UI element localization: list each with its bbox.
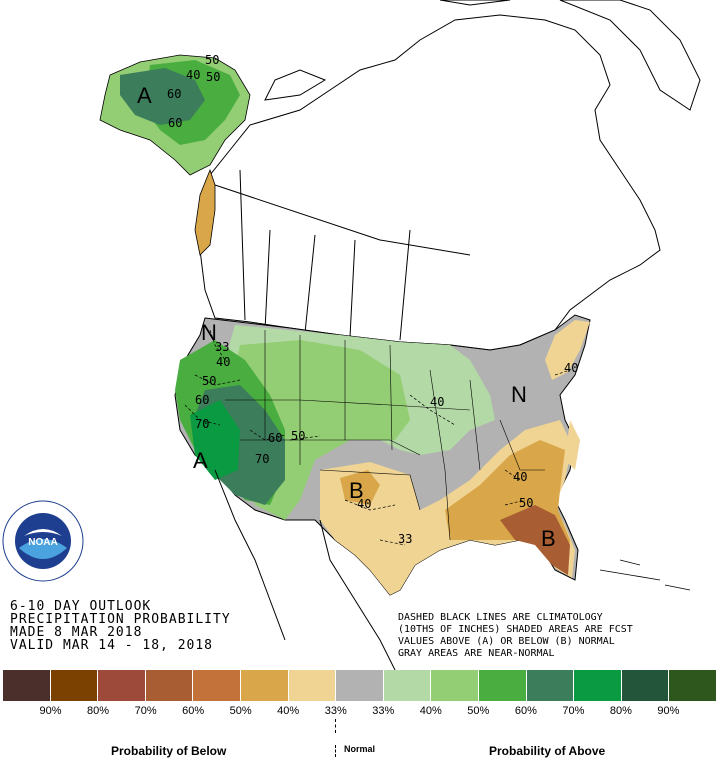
- outlook-info-block: 6-10 DAY OUTLOOK PRECIPITATION PROBABILI…: [10, 600, 231, 652]
- northwest-normal-letter: N: [201, 320, 217, 345]
- florida-below-letter: B: [541, 526, 556, 551]
- outlook-valid-dates: VALID MAR 14 - 18, 2018: [10, 638, 214, 653]
- legend-swatch: [621, 670, 670, 701]
- legend-swatch: [98, 670, 146, 701]
- contour-label: 70: [195, 417, 209, 431]
- normal-title: Normal: [344, 744, 376, 754]
- legend-percent-label: 33%: [372, 705, 395, 717]
- legend-swatch: [50, 670, 99, 701]
- contour-label: 40: [357, 497, 371, 511]
- legend-percent-label: 40%: [277, 705, 300, 717]
- mexico-outline: [214, 469, 396, 670]
- probability-below-title: Probability of Below: [111, 744, 227, 758]
- state-borders: [225, 330, 545, 541]
- legend-percent-label: 80%: [87, 705, 110, 717]
- legend-swatch: [383, 670, 432, 701]
- legend-percent-label: 90%: [39, 705, 62, 717]
- contour-label: 33: [398, 532, 412, 546]
- contour-label: 40: [564, 361, 578, 375]
- map-notes: DASHED BLACK LINES ARE CLIMATOLOGY (10TH…: [398, 612, 633, 660]
- note-line: DASHED BLACK LINES ARE CLIMATOLOGY: [398, 612, 603, 623]
- contour-label: 50: [206, 70, 220, 84]
- legend-swatch: [240, 670, 289, 701]
- legend-swatch: [145, 670, 194, 701]
- caribbean-islands: [599, 559, 691, 591]
- outlook-type: PRECIPITATION PROBABILITY: [10, 612, 231, 627]
- contour-label: 60: [168, 116, 182, 130]
- conus: [174, 314, 591, 596]
- legend-percent-label: 70%: [134, 705, 157, 717]
- legend-percent-label: 90%: [657, 705, 680, 717]
- contour-label: 60: [195, 393, 209, 407]
- legend-divider: [335, 745, 337, 757]
- legend-swatch: [193, 670, 241, 701]
- note-line: GRAY AREAS ARE NEAR-NORMAL: [398, 648, 555, 659]
- contour-label: 60: [167, 87, 181, 101]
- probability-above-title: Probability of Above: [489, 744, 606, 758]
- contour-label: 50: [291, 429, 305, 443]
- note-line: VALUES ABOVE (A) OR BELOW (B) NORMAL: [398, 636, 615, 647]
- contour-label: 40: [216, 355, 230, 369]
- legend-percent-label: 60%: [182, 705, 205, 717]
- contour-label: 50: [202, 374, 216, 388]
- contour-label: 40: [186, 68, 200, 82]
- legend-percent-label: 80%: [609, 705, 632, 717]
- contour-label: 40: [430, 395, 444, 409]
- legend-swatch: [526, 670, 575, 701]
- contour-label: 40: [513, 470, 527, 484]
- legend-swatch: [336, 670, 384, 701]
- texas-below-letter: B: [349, 478, 364, 503]
- contour-label: 50: [519, 496, 533, 510]
- contour-label: 33: [215, 340, 229, 354]
- province-borders: [214, 169, 471, 341]
- legend-percent-label: 70%: [562, 705, 585, 717]
- alaska-above-letter: A: [137, 83, 152, 108]
- legend-swatches: [3, 670, 716, 701]
- legend-percent-label: 33%: [324, 705, 347, 717]
- alaska: [99, 54, 251, 256]
- legend-percent-label: 50%: [229, 705, 252, 717]
- canada-landmass: [199, 0, 701, 351]
- legend-divider: [335, 719, 337, 733]
- probability-legend: 90% 80% 70% 60% 50% 40% 33% 33% 40% 50% 60% 70% 80% 9…: [3, 670, 716, 758]
- legend-swatch: [478, 670, 527, 701]
- contour-label: 60: [268, 431, 282, 445]
- legend-percent-labels: 90% 80% 70% 60% 50% 40% 33% 33% 40% 50% 60% 70% 80% 9…: [3, 705, 716, 717]
- contour-label: 50: [205, 53, 219, 67]
- legend-swatch: [431, 670, 479, 701]
- legend-percent-label: 50%: [467, 705, 490, 717]
- legend-percent-label: 40%: [419, 705, 442, 717]
- note-line: (10THS OF INCHES) SHADED AREAS ARE FCST: [398, 624, 633, 635]
- climatology-contours: [184, 329, 571, 546]
- legend-swatch: [574, 670, 622, 701]
- legend-titles: Probability of Below Normal Probability …: [3, 717, 716, 758]
- legend-swatch: [288, 670, 337, 701]
- legend-swatch: [3, 670, 51, 701]
- northeast-normal-letter: N: [511, 382, 527, 407]
- outlook-made-date: MADE 8 MAR 2018: [10, 625, 143, 640]
- legend-swatch: [669, 670, 716, 701]
- contour-label: 70: [255, 452, 269, 466]
- noaa-logo: NOAA: [2, 500, 84, 582]
- noaa-logo-text: NOAA: [28, 537, 57, 548]
- california-above-letter: A: [193, 448, 208, 473]
- precipitation-outlook-map: A A B B N N 50 40 50 60 60 33 40 50 60 7…: [99, 0, 701, 670]
- legend-percent-label: 60%: [514, 705, 537, 717]
- outlook-title: 6-10 DAY OUTLOOK: [10, 599, 152, 614]
